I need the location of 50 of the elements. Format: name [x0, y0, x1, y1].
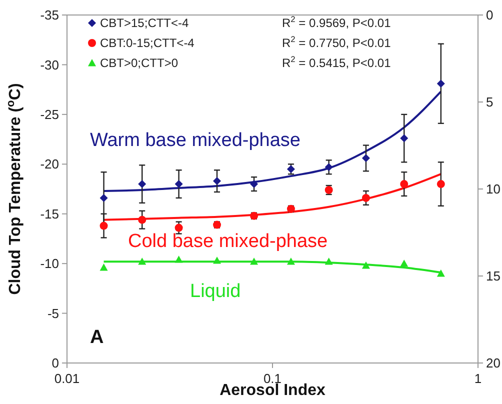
point	[400, 260, 408, 267]
point	[400, 180, 408, 188]
annotation: Liquid	[190, 281, 241, 302]
y2-tick-label: 15	[486, 268, 500, 284]
annotation: R$^{2}$ = 0.5415, P<0.01	[282, 54, 392, 70]
point	[436, 180, 445, 188]
annotation: R$^{2}$ = 0.7750, P<0.01	[282, 34, 392, 50]
annotation: A	[90, 327, 104, 348]
point	[174, 180, 183, 188]
point	[250, 258, 258, 265]
annotation: Cold base mixed-phase	[128, 231, 328, 252]
point	[362, 194, 370, 202]
point	[250, 180, 258, 188]
y-tick-label: 0	[52, 356, 59, 371]
legend-label: CBT>0;CTT>0	[100, 56, 178, 70]
y-tick-label: -30	[40, 57, 59, 72]
point	[436, 270, 445, 277]
y-tick-label: -20	[40, 156, 59, 172]
annotation: R$^{2}$ = 0.9569, P<0.01	[282, 14, 392, 30]
y2-tick-label: 10	[486, 182, 500, 197]
point	[213, 177, 222, 186]
y-tick-label: -5	[47, 306, 59, 321]
x-axis-title: Aerosol Index	[220, 382, 326, 399]
point	[138, 258, 146, 265]
point	[324, 163, 333, 172]
point	[436, 80, 445, 88]
point	[138, 180, 146, 188]
point	[400, 134, 408, 142]
point	[174, 224, 183, 232]
point	[138, 216, 146, 224]
point	[286, 258, 295, 265]
y-tick-label: -10	[40, 256, 59, 272]
legend-label: CBT:0-15;CTT<-4	[100, 36, 195, 50]
y-tick-label: -25	[40, 106, 59, 122]
y2-tick-label: 0	[486, 8, 494, 23]
point	[100, 264, 108, 271]
x-tick-label: 1	[474, 371, 482, 386]
y-tick-label: -15	[40, 206, 59, 222]
y2-tick-label: 20	[486, 356, 500, 371]
x-tick-label: 0.01	[54, 371, 80, 386]
legend-label: CBT>15;CTT<-4	[100, 16, 190, 30]
point	[213, 256, 222, 264]
point	[324, 258, 333, 265]
point	[362, 154, 370, 162]
y-tick-label: -35	[40, 8, 59, 23]
point	[100, 194, 108, 202]
y2-tick-label: 5	[486, 94, 494, 110]
point	[174, 256, 183, 263]
point	[362, 262, 370, 269]
annotation: Warm base mixed-phase	[90, 130, 300, 151]
